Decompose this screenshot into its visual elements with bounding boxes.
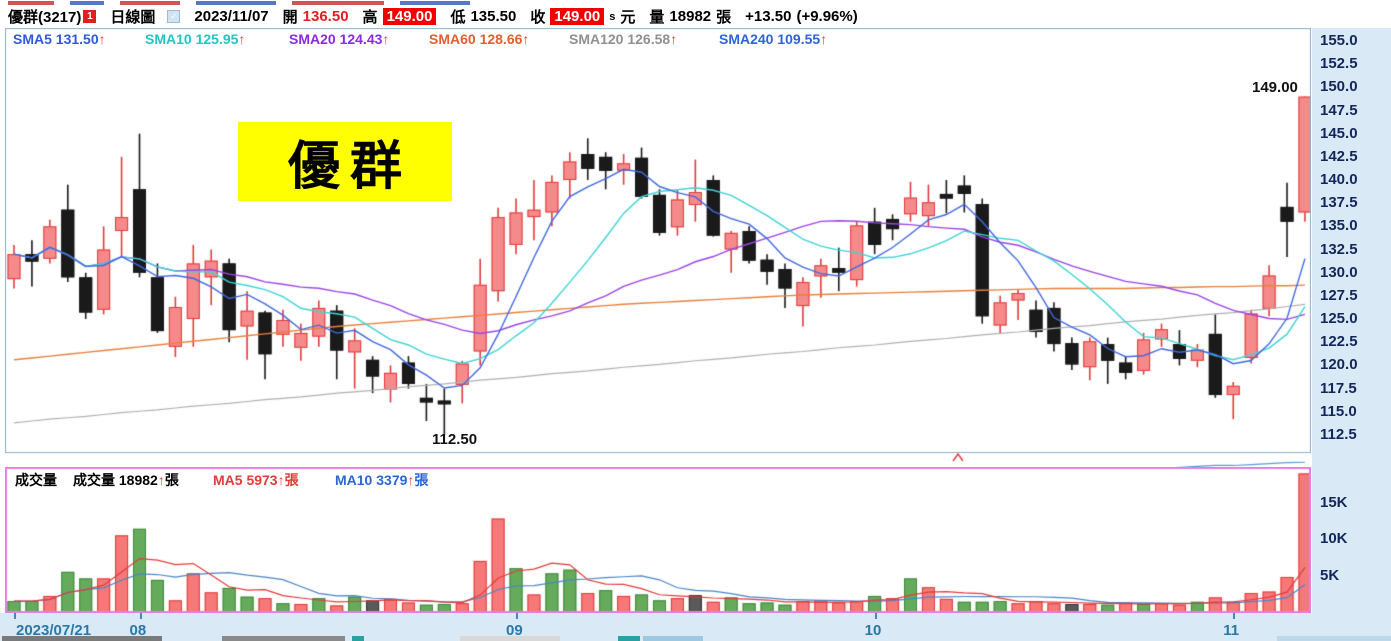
stock-name-tag: 優群 <box>238 122 452 201</box>
up-arrow-icon: ↑ <box>157 472 165 488</box>
chart-type-label: 日線圖 <box>110 9 156 26</box>
price-axis-label: 120.0 <box>1320 356 1358 374</box>
change-value: +13.50 <box>745 8 792 25</box>
up-arrow-icon: ↑ <box>670 31 678 47</box>
date-tick-mark <box>874 613 877 619</box>
up-arrow-icon: ↑ <box>98 31 106 47</box>
date-axis-label: 10 <box>864 622 882 639</box>
price-axis-label: 130.0 <box>1320 263 1358 281</box>
open-value: 136.50 <box>302 8 349 25</box>
high-price-note: 149.00 <box>1252 79 1298 96</box>
date-tick-mark <box>1233 613 1236 619</box>
volume-unit: 張 <box>716 9 732 26</box>
sma-legend: SMA5 131.50↑ SMA10 125.95↑ SMA20 124.43↑… <box>5 31 1105 49</box>
taskbar-fragment <box>618 636 640 641</box>
close-label: 收 <box>530 9 546 26</box>
volume-label: 量 <box>649 9 665 26</box>
price-axis-label: 140.0 <box>1320 171 1358 189</box>
high-value: 149.00 <box>382 8 437 25</box>
price-axis-label: 152.5 <box>1320 55 1358 73</box>
sma60-legend: SMA60 128.66↑ <box>429 31 530 47</box>
toolbar-fragment <box>70 1 104 5</box>
date-axis-label: 11 <box>1223 622 1240 639</box>
taskbar-fragment <box>643 636 703 641</box>
volume-panel-title: 成交量 <box>15 472 57 488</box>
volume-panel <box>5 467 1311 613</box>
toolbar-fragment <box>120 1 180 5</box>
sma10-legend: SMA10 125.95↑ <box>145 31 246 47</box>
date-tick-mark <box>14 613 16 619</box>
price-axis-strip: 155.0 152.5 150.0 147.5 145.0 142.5 140.0 137.5… <box>1312 28 1391 641</box>
price-axis-label: 132.5 <box>1320 240 1358 258</box>
up-arrow-icon: ↑ <box>277 472 285 488</box>
up-arrow-icon: ↑ <box>382 31 390 47</box>
stock-name: 優群(3217) <box>8 9 82 26</box>
date-axis-label: 2023/07/21 <box>16 622 92 639</box>
price-axis-label: 145.0 <box>1320 124 1358 142</box>
taskbar-fragment <box>460 636 560 641</box>
price-axis-label: 155.0 <box>1320 32 1358 49</box>
price-axis-label: 147.5 <box>1320 101 1358 119</box>
chart-option-checkbox[interactable]: ✓ <box>167 10 181 23</box>
up-arrow-icon: ↑ <box>407 472 415 488</box>
quote-date: 2023/11/07 <box>194 8 269 25</box>
taskbar-fragment <box>222 636 345 641</box>
date-tick-mark <box>139 613 142 619</box>
price-chart-canvas <box>5 28 1311 467</box>
up-arrow-icon: ↑ <box>820 31 828 47</box>
alert-badge: 1 <box>83 10 97 23</box>
date-tick-mark <box>516 613 519 619</box>
clipped-toolbar <box>0 0 1391 5</box>
horizontal-scrollbar[interactable] <box>1277 636 1391 641</box>
volume-ma10-legend: MA10 3379↑張 <box>335 472 429 488</box>
toolbar-fragment <box>196 1 276 5</box>
open-label: 開 <box>282 9 298 26</box>
low-label: 低 <box>450 9 466 26</box>
close-value: 149.00 <box>550 8 605 25</box>
sma240-legend: SMA240 109.55↑ <box>719 31 828 47</box>
price-axis-label: 127.5 <box>1320 286 1358 304</box>
toolbar-fragment <box>292 1 384 5</box>
quote-header: 優群(3217) 1 日線圖 ✓ 2023/11/07 開 136.50 高 1… <box>0 5 1391 28</box>
price-axis-label: 137.5 <box>1320 194 1358 212</box>
price-axis-label: 115.0 <box>1320 402 1357 420</box>
volume-readout: 成交量 18982↑張 <box>73 472 179 488</box>
up-arrow-icon: ↑ <box>238 31 246 47</box>
low-price-note: 112.50 <box>432 431 478 448</box>
price-axis-label: 117.5 <box>1320 379 1357 397</box>
volume-value: 18982 <box>669 8 712 25</box>
price-panel <box>5 28 1311 467</box>
taskbar-fragment <box>2 636 162 641</box>
price-axis-label: 142.5 <box>1320 147 1358 165</box>
price-axis-label: 150.0 <box>1320 78 1358 96</box>
low-value: 135.50 <box>470 8 517 25</box>
volume-axis-label: 10K <box>1320 530 1348 547</box>
up-arrow-icon: ↑ <box>522 31 530 47</box>
volume-axis-label: 15K <box>1320 493 1348 511</box>
volume-axis-label: 5K <box>1320 566 1340 584</box>
toolbar-fragment <box>8 1 54 5</box>
sma5-legend: SMA5 131.50↑ <box>13 31 106 47</box>
high-label: 高 <box>362 9 378 26</box>
toolbar-fragment <box>400 1 470 5</box>
price-axis-label: 122.5 <box>1320 333 1358 351</box>
sma20-legend: SMA20 124.43↑ <box>289 31 390 47</box>
unit-suffix: s <box>609 10 616 23</box>
volume-ma5-legend: MA5 5973↑張 <box>213 472 299 488</box>
price-axis-label: 135.0 <box>1320 217 1358 235</box>
change-percent: (+9.96%) <box>796 8 858 25</box>
taskbar-fragment <box>352 636 364 641</box>
price-axis-label: 125.0 <box>1320 310 1358 328</box>
sma120-legend: SMA120 126.58↑ <box>569 31 678 47</box>
date-axis-label: 08 <box>129 622 147 639</box>
date-axis-label: 09 <box>506 622 523 639</box>
price-axis-label: 112.5 <box>1320 425 1357 443</box>
volume-chart-canvas <box>5 467 1311 613</box>
unit-label: 元 <box>620 9 636 26</box>
